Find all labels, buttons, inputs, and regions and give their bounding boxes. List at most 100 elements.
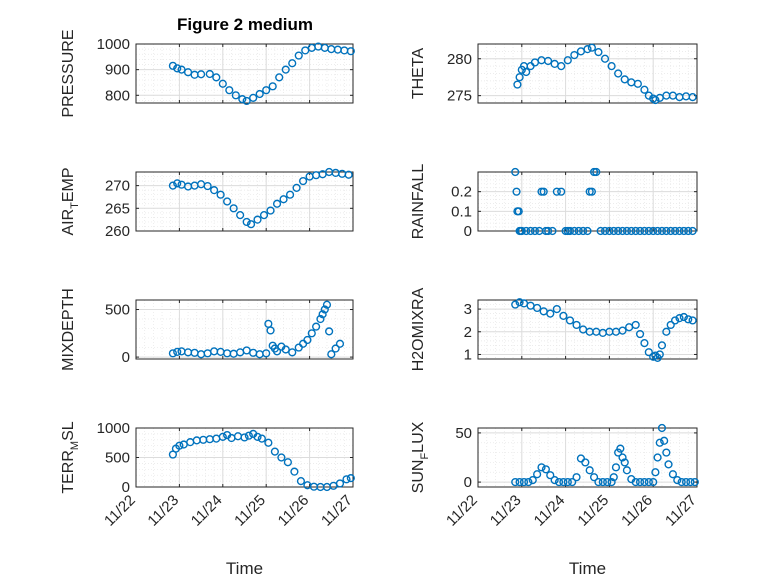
data-point bbox=[609, 226, 618, 236]
data-point bbox=[546, 309, 555, 318]
data-point bbox=[548, 226, 557, 236]
data-point bbox=[614, 226, 623, 236]
data-point bbox=[331, 344, 340, 353]
data-point bbox=[655, 438, 664, 447]
data-point bbox=[655, 350, 664, 359]
y-axis-label: PRESSURE bbox=[60, 29, 77, 117]
data-point bbox=[292, 183, 301, 192]
data-point bbox=[513, 80, 522, 89]
data-point bbox=[281, 65, 290, 74]
y-tick-label: 0 bbox=[122, 349, 130, 366]
data-point bbox=[517, 226, 526, 236]
data-point bbox=[568, 477, 577, 487]
data-point bbox=[285, 190, 295, 199]
data-point bbox=[325, 327, 334, 336]
x-axis-label: Time bbox=[226, 559, 263, 578]
scatter-series bbox=[168, 300, 345, 359]
y-tick-label: 1000 bbox=[97, 36, 130, 53]
y-tick-label: 800 bbox=[105, 87, 130, 104]
data-point bbox=[275, 73, 284, 82]
data-point bbox=[607, 477, 616, 487]
data-point bbox=[550, 476, 559, 485]
data-point bbox=[605, 226, 614, 236]
data-point bbox=[594, 48, 603, 57]
data-point bbox=[600, 54, 610, 63]
y-axis-label: THETA bbox=[410, 48, 427, 100]
data-point bbox=[614, 448, 623, 457]
y-tick-label: 0 bbox=[122, 479, 130, 496]
axes-frame bbox=[477, 427, 698, 488]
axes-frame bbox=[477, 43, 698, 104]
data-point bbox=[236, 211, 245, 220]
data-point bbox=[600, 226, 610, 236]
data-point bbox=[229, 204, 238, 213]
x-tick-label: 11/24 bbox=[531, 492, 569, 530]
data-point bbox=[662, 226, 671, 236]
data-point bbox=[168, 181, 177, 190]
data-point bbox=[312, 322, 321, 331]
x-axis-label: Time bbox=[569, 559, 606, 578]
x-tick-label: 11/27 bbox=[318, 492, 356, 530]
data-point bbox=[173, 179, 182, 188]
x-tick-label: 11/27 bbox=[662, 492, 700, 530]
data-point bbox=[657, 226, 667, 236]
scatter-series bbox=[511, 298, 697, 362]
y-tick-label: 50 bbox=[455, 425, 472, 442]
data-point bbox=[589, 473, 599, 482]
data-point bbox=[666, 320, 675, 330]
y-tick-label: 275 bbox=[447, 88, 472, 105]
data-point bbox=[554, 477, 564, 487]
data-point bbox=[307, 329, 316, 338]
data-point bbox=[225, 86, 234, 95]
data-point bbox=[242, 217, 251, 227]
data-point bbox=[168, 349, 177, 358]
x-tick-label: 11/22 bbox=[101, 492, 139, 530]
data-point bbox=[515, 73, 524, 82]
data-point bbox=[322, 300, 332, 309]
data-point bbox=[249, 93, 258, 102]
data-point bbox=[633, 79, 642, 88]
data-point bbox=[587, 187, 596, 196]
y-tick-label: 0 bbox=[464, 223, 472, 240]
scatter-series bbox=[168, 42, 355, 106]
data-point bbox=[255, 89, 264, 99]
data-point bbox=[640, 477, 649, 487]
y-tick-label: 900 bbox=[105, 62, 130, 79]
data-point bbox=[173, 64, 182, 73]
data-point bbox=[543, 226, 553, 236]
data-point bbox=[640, 226, 649, 236]
scatter-series bbox=[168, 429, 355, 492]
subplot-2: 275 280 THETA bbox=[410, 43, 698, 105]
data-point bbox=[666, 226, 675, 236]
data-point bbox=[644, 348, 653, 357]
data-point bbox=[620, 458, 629, 467]
data-point bbox=[279, 195, 288, 204]
axes-frame bbox=[477, 299, 698, 360]
y-axis-label: TERRMSL bbox=[60, 421, 81, 493]
x-tick-label: 11/23 bbox=[487, 492, 525, 530]
data-point bbox=[205, 69, 214, 79]
data-point bbox=[620, 75, 629, 84]
x-tick-label: 11/22 bbox=[443, 492, 481, 530]
data-point bbox=[631, 226, 640, 236]
data-point bbox=[537, 463, 546, 472]
scatter-series bbox=[168, 167, 353, 229]
x-tick-label: 11/24 bbox=[188, 492, 226, 530]
data-point bbox=[565, 316, 575, 325]
data-point bbox=[651, 95, 660, 105]
data-point bbox=[257, 434, 266, 443]
data-point bbox=[651, 468, 660, 477]
data-point bbox=[342, 475, 351, 484]
data-point bbox=[327, 350, 336, 359]
data-point bbox=[266, 326, 275, 335]
data-point bbox=[688, 226, 697, 236]
data-point bbox=[616, 444, 625, 453]
data-point bbox=[581, 458, 590, 467]
data-point bbox=[653, 226, 662, 236]
y-tick-label: 270 bbox=[105, 178, 130, 195]
data-point bbox=[688, 316, 697, 325]
data-point bbox=[173, 347, 182, 356]
scatter-series bbox=[511, 423, 699, 487]
data-point bbox=[175, 441, 184, 450]
data-point bbox=[653, 453, 662, 462]
